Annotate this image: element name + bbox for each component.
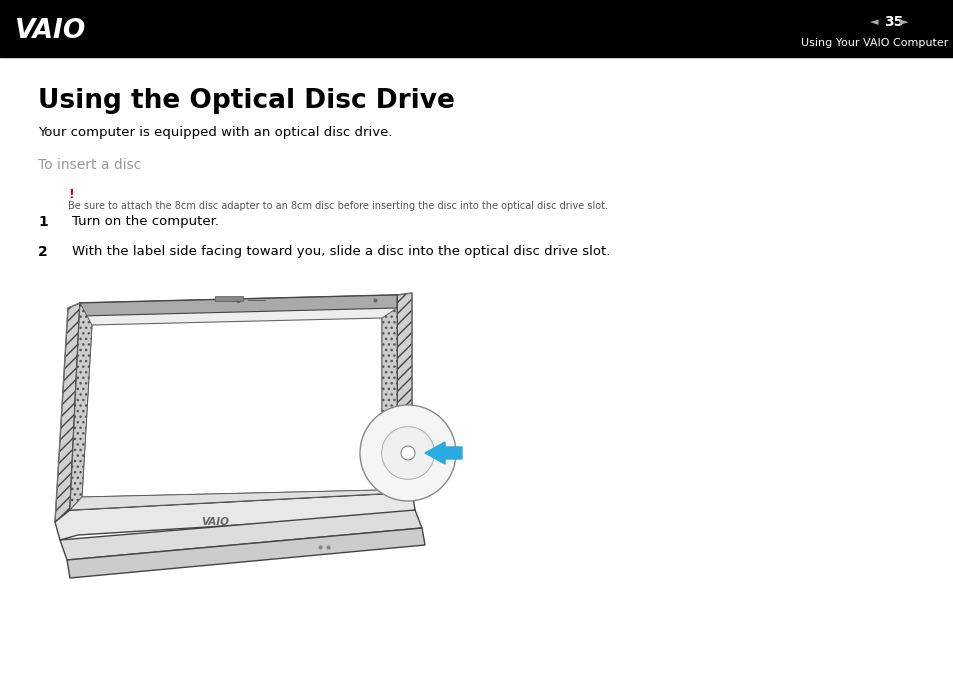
Polygon shape [55,303,80,522]
Bar [0,0,953,57]
Text: Using the Optical Disc Drive: Using the Optical Disc Drive [38,88,455,114]
Polygon shape [80,295,396,316]
Text: Be sure to attach the 8cm disc adapter to an 8cm disc before inserting the disc : Be sure to attach the 8cm disc adapter t… [68,201,607,211]
Circle shape [400,446,415,460]
Text: VAIO: VAIO [15,18,86,44]
Text: To insert a disc: To insert a disc [38,158,141,172]
Text: 2: 2 [38,245,48,259]
Circle shape [359,405,456,501]
Text: With the label side facing toward you, slide a disc into the optical disc drive : With the label side facing toward you, s… [71,245,610,258]
Text: ◄: ◄ [869,17,878,27]
Polygon shape [70,490,396,510]
Polygon shape [60,510,421,560]
FancyArrow shape [424,442,461,464]
Polygon shape [381,308,396,493]
Polygon shape [396,293,412,493]
Text: !: ! [68,188,73,201]
Text: Your computer is equipped with an optical disc drive.: Your computer is equipped with an optica… [38,126,392,139]
Text: VAIO: VAIO [201,517,229,527]
Bar [214,296,243,301]
Text: 1: 1 [38,215,48,229]
Polygon shape [82,318,381,497]
Text: 35: 35 [883,15,902,29]
Polygon shape [55,490,415,540]
Text: Turn on the computer.: Turn on the computer. [71,215,219,228]
Text: Using Your VAIO Computer: Using Your VAIO Computer [800,38,947,48]
Polygon shape [70,303,91,510]
Polygon shape [70,295,396,510]
Text: ►: ► [899,17,907,27]
Circle shape [381,427,434,479]
Polygon shape [67,528,424,578]
